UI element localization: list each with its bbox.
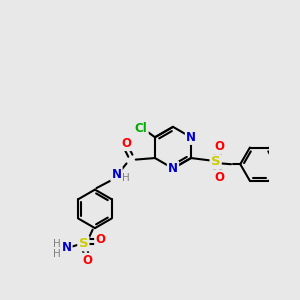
- Text: H: H: [53, 248, 61, 259]
- Text: N: N: [112, 168, 122, 181]
- Text: O: O: [95, 233, 105, 246]
- Text: H: H: [53, 238, 61, 248]
- Text: N: N: [186, 131, 196, 144]
- Text: N: N: [61, 241, 71, 254]
- Text: Cl: Cl: [135, 122, 148, 134]
- Text: S: S: [79, 237, 88, 250]
- Text: O: O: [82, 254, 92, 267]
- Text: N: N: [168, 162, 178, 175]
- Text: H: H: [122, 173, 130, 183]
- Text: S: S: [211, 155, 220, 168]
- Text: O: O: [214, 140, 224, 153]
- Text: O: O: [122, 137, 131, 150]
- Text: O: O: [214, 171, 224, 184]
